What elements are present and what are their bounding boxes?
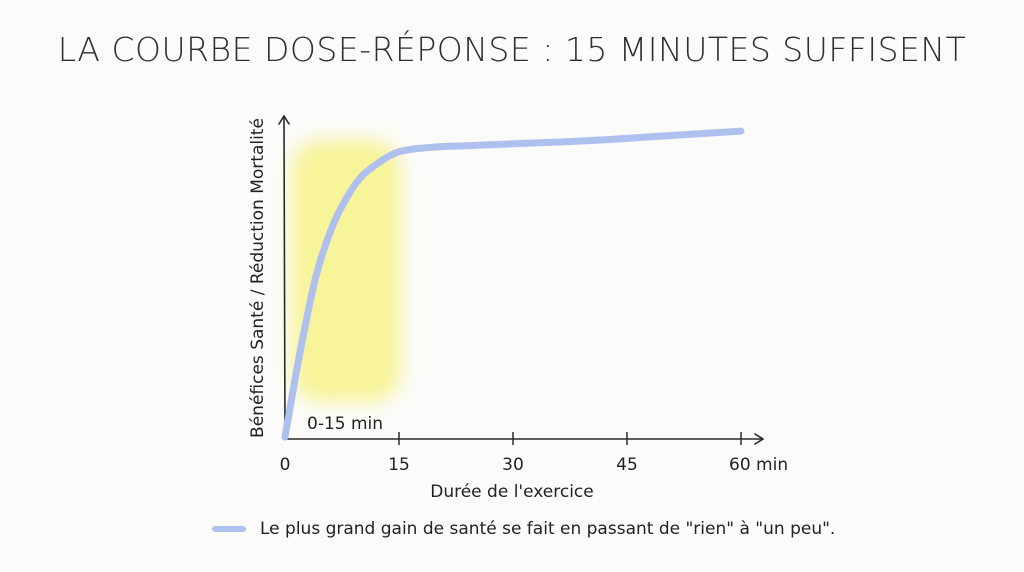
chart-title: LA COURBE DOSE-RÉPONSE : 15 MINUTES SUFF… — [57, 30, 967, 69]
highlight-band-label: 0-15 min — [307, 414, 383, 434]
x-tick-label: 45 — [616, 455, 638, 475]
y-axis-label: Bénéfices Santé / Réduction Mortalité — [248, 118, 268, 438]
series-line — [281, 127, 745, 441]
legend-label: Le plus grand gain de santé se fait en p… — [260, 519, 836, 539]
x-axis-label: Durée de l'exercice — [430, 482, 594, 502]
highlight-band — [291, 140, 401, 402]
x-tick-label: 15 — [388, 455, 410, 475]
y-axis — [278, 115, 290, 440]
legend-swatch — [212, 526, 246, 532]
x-tick-label: 60 min — [729, 455, 788, 475]
x-tick-label: 0 — [280, 455, 291, 475]
x-tick-label: 30 — [502, 455, 524, 475]
legend: Le plus grand gain de santé se fait en p… — [212, 519, 835, 539]
